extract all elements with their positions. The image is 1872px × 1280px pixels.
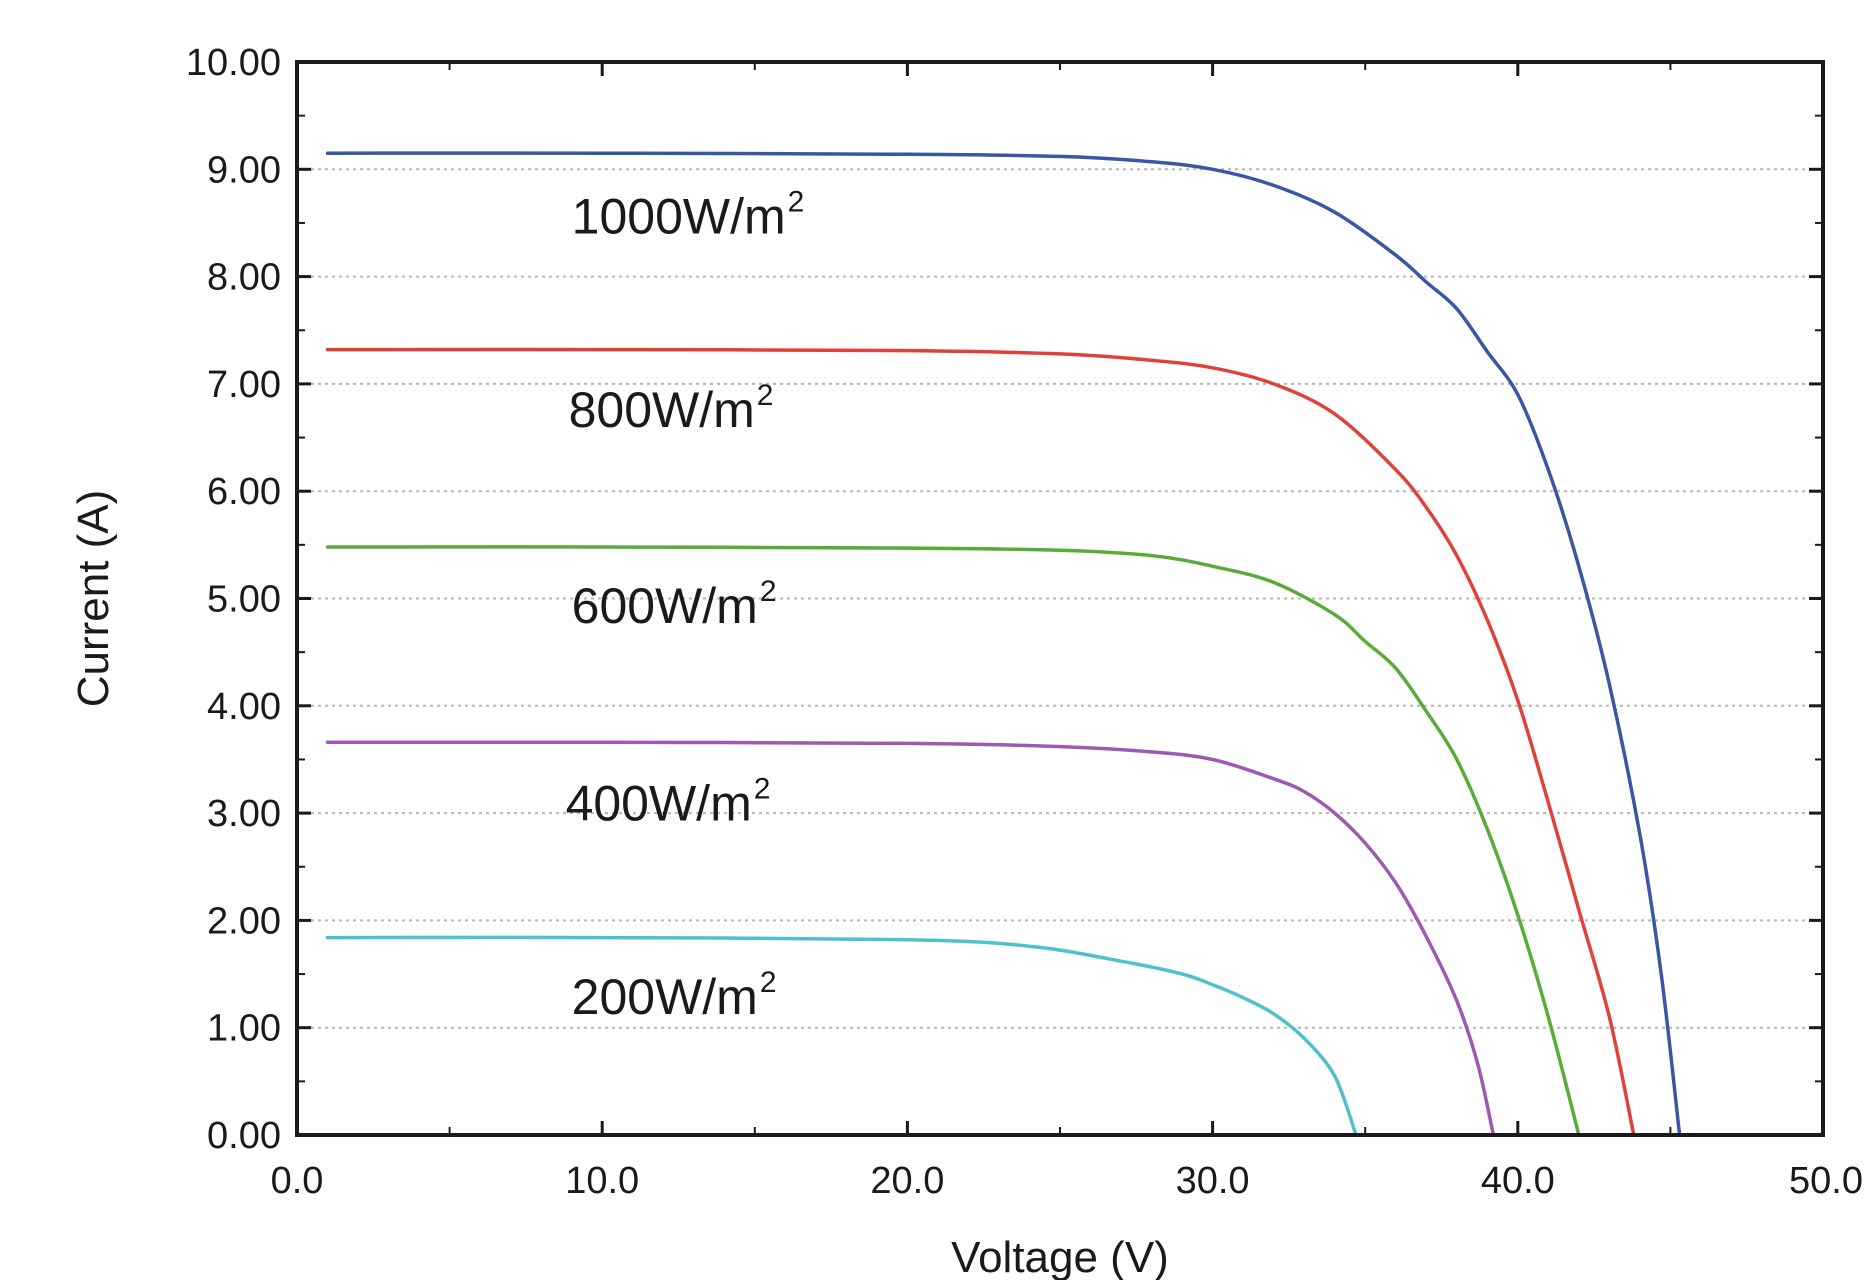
curve-label-superscript-2: 2 [760, 575, 777, 608]
curve-label-3: 400W/m [566, 776, 752, 832]
curve-label-superscript-0: 2 [788, 186, 805, 219]
y-tick-label: 0.00 [207, 1115, 281, 1157]
y-tick-label: 1.00 [207, 1008, 281, 1050]
series-line-2 [325, 545, 1581, 1137]
y-tick-label: 10.00 [186, 42, 281, 84]
curve-label-superscript-1: 2 [757, 379, 774, 412]
series-line-4 [325, 935, 1358, 1137]
curve-label-superscript-4: 2 [760, 966, 777, 999]
y-tick-label: 7.00 [207, 364, 281, 406]
curve-label-4: 200W/m [572, 969, 758, 1025]
gridlines [297, 168, 1823, 1029]
x-tick-label: 30.0 [1176, 1160, 1250, 1202]
x-tick-label: 0.0 [271, 1160, 324, 1202]
y-tick-label: 4.00 [207, 686, 281, 728]
y-tick-label: 9.00 [207, 149, 281, 191]
series-line-3 [325, 740, 1496, 1137]
curve-label-0: 1000W/m [572, 189, 786, 245]
curve-label-superscript-3: 2 [754, 773, 771, 806]
series-line-0 [325, 151, 1682, 1137]
y-tick-label: 6.00 [207, 471, 281, 513]
y-tick-label: 3.00 [207, 793, 281, 835]
x-tick-label: 50.0 [1789, 1160, 1863, 1202]
x-tick-label: 20.0 [870, 1160, 944, 1202]
y-tick-label: 2.00 [207, 900, 281, 942]
x-tick-label: 40.0 [1481, 1160, 1555, 1202]
curve-label-2: 600W/m [572, 578, 758, 634]
series-lines [325, 151, 1682, 1137]
x-axis-title: Voltage (V) [951, 1233, 1169, 1280]
x-tick-label: 10.0 [565, 1160, 639, 1202]
y-axis-title: Current (A) [69, 490, 118, 708]
y-tick-label: 5.00 [207, 579, 281, 621]
axis-ticks: 0.00 1.00 2.00 3.00 4.00 5.00 6.00 7.00 8.00 9.00… [186, 42, 1863, 1202]
y-tick-label: 8.00 [207, 257, 281, 299]
series-line-1 [325, 347, 1636, 1137]
curve-label-1: 800W/m [569, 382, 755, 438]
